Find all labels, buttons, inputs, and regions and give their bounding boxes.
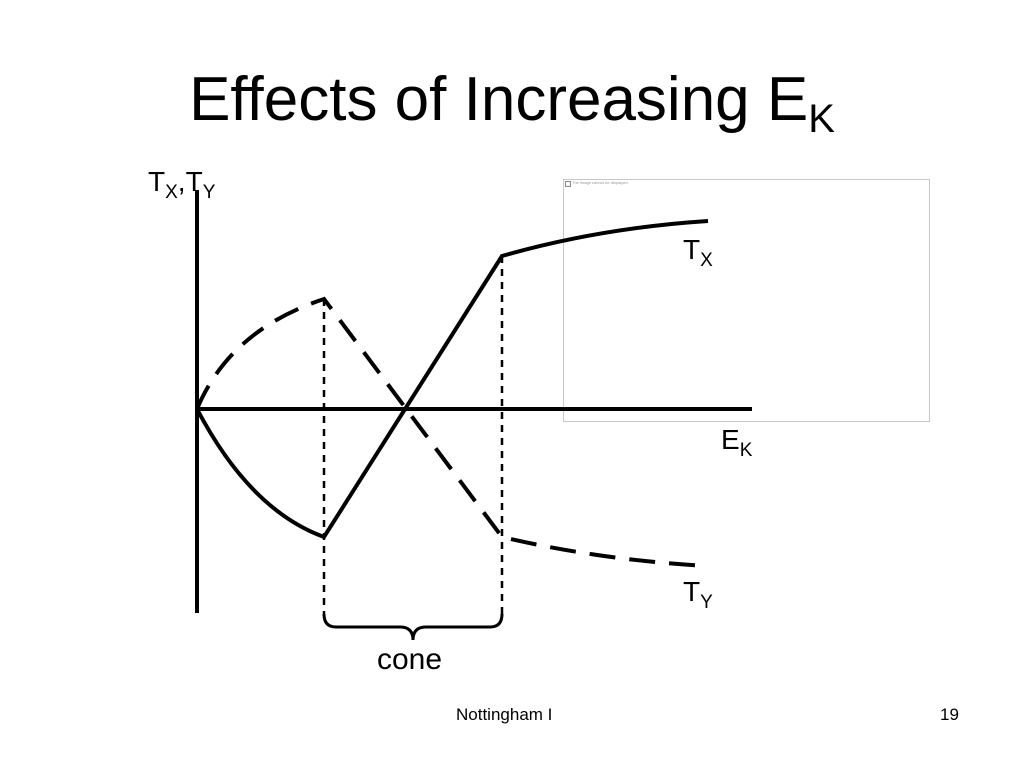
x-axis-label-sub: K [739, 440, 753, 461]
slide-title: Effects of Increasing EK [0, 62, 1024, 141]
footer-text: Nottingham I [456, 705, 553, 724]
y-axis-label-comma: , [177, 166, 186, 197]
y-axis-label-t1: T [148, 166, 166, 197]
ty-curve [195, 296, 709, 568]
y-axis-label-t2: T [185, 166, 203, 197]
y-axis-label-sub2: Y [202, 182, 216, 203]
ty-label-sub: Y [700, 592, 713, 613]
tx-label-text: T [683, 234, 701, 265]
broken-image-placeholder: The image cannot be displayed. [563, 179, 930, 422]
slide-title-text: Effects of Increasing E [189, 65, 809, 134]
x-axis-label: EK [721, 424, 752, 460]
y-axis-label-sub1: X [165, 182, 178, 203]
ty-curve-label: TY [683, 576, 713, 612]
x-axis-label-text: E [721, 424, 740, 455]
broken-image-icon [565, 181, 571, 187]
tx-curve-label: TX [683, 234, 713, 270]
slide-title-subscript: K [808, 97, 835, 141]
ty-label-text: T [683, 576, 701, 607]
cone-label: cone [377, 643, 443, 676]
tx-label-sub: X [700, 250, 713, 271]
tx-curve [195, 219, 709, 540]
y-axis-label: TX,TY [148, 166, 215, 202]
broken-image-caption: The image cannot be displayed. [572, 180, 629, 185]
page-number: 19 [940, 705, 959, 724]
cone-bracket [322, 613, 504, 641]
